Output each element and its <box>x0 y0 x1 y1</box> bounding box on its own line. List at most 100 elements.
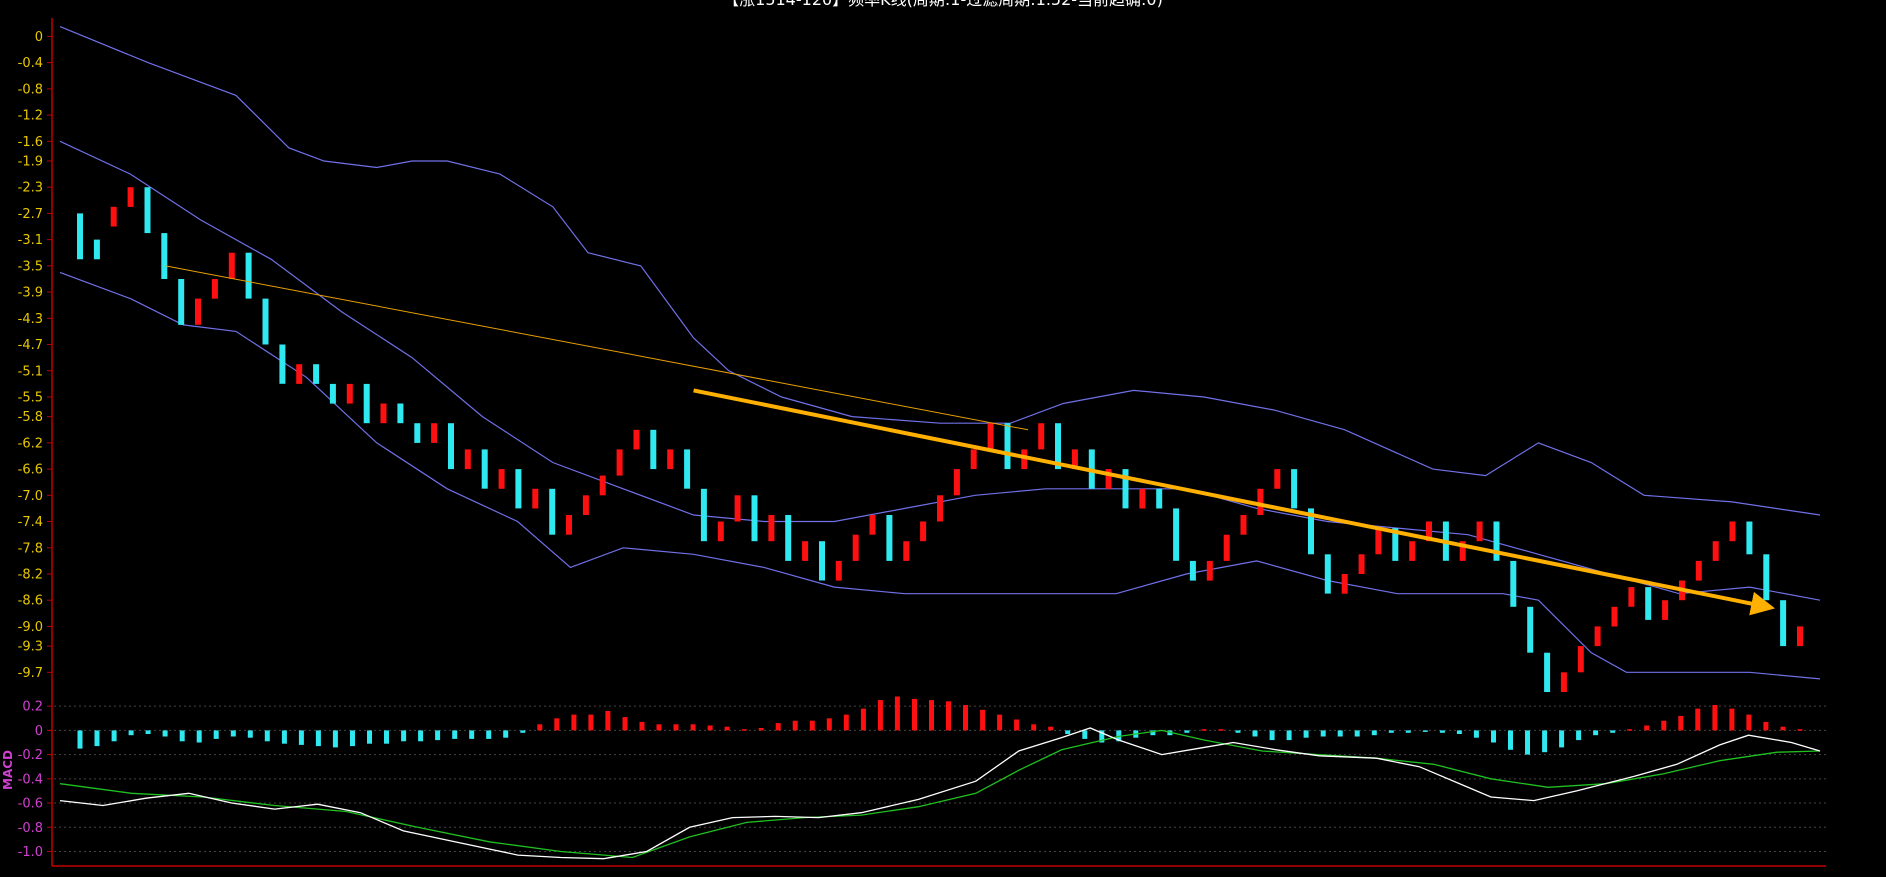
price-tick-label: -1.9 <box>18 154 43 169</box>
price-tick-label: -9.0 <box>18 620 43 635</box>
candle-bar <box>481 449 488 489</box>
macd-histogram-bar <box>826 718 832 731</box>
macd-histogram-bar <box>894 696 900 731</box>
macd-histogram-bar <box>1439 730 1445 733</box>
macd-histogram-bar <box>315 730 321 747</box>
price-tick-label: -4.3 <box>18 312 43 327</box>
candle-bar <box>768 515 775 542</box>
macd-histogram-bar <box>792 720 798 731</box>
macd-histogram-bar <box>128 730 134 736</box>
macd-histogram-bar <box>1201 729 1207 731</box>
candle-bar <box>616 449 623 476</box>
macd-histogram-bar <box>401 730 407 742</box>
candle-bar <box>1358 554 1365 574</box>
candle-bar <box>1459 541 1466 561</box>
macd-histogram-bar <box>1610 730 1616 733</box>
macd-histogram-bar <box>1388 730 1394 733</box>
candle-bar <box>1780 600 1787 647</box>
macd-histogram-bar <box>367 730 372 744</box>
candle-bar <box>717 521 724 542</box>
macd-histogram-bar <box>1508 730 1513 750</box>
candle-bar <box>1712 541 1719 561</box>
candle-bar <box>1139 488 1146 509</box>
candle-bar <box>1105 469 1112 489</box>
macd-histogram-bar <box>1235 730 1241 733</box>
macd-histogram-bar <box>1695 708 1701 731</box>
macd-histogram-bar <box>980 709 986 731</box>
candle-bar <box>1021 449 1028 470</box>
chart-title: 【涨1514-120】频率K线(周期:1-过滤周期:1.52-当前趋确:0) <box>723 0 1163 9</box>
candle-bar <box>869 515 876 535</box>
candle-bar <box>1375 528 1382 555</box>
macd-histogram-bar <box>1491 730 1496 743</box>
macd-histogram-bar <box>520 730 526 733</box>
macd-histogram-bar <box>111 730 117 742</box>
macd-histogram-bar <box>1031 724 1037 731</box>
macd-histogram-bar <box>1525 730 1530 755</box>
price-tick-label: -7.0 <box>18 489 43 504</box>
candle-bar <box>245 252 252 299</box>
macd-histogram-bar <box>588 714 594 731</box>
candle-bar <box>296 364 303 384</box>
macd-histogram-bar <box>418 730 424 742</box>
macd-dif-line <box>59 727 1821 860</box>
price-tick-label: 0 <box>35 30 43 45</box>
macd-histogram-bar <box>1456 730 1462 734</box>
candle-bar <box>1426 521 1432 542</box>
macd-histogram-bar <box>503 730 509 738</box>
candle-bar <box>734 495 741 522</box>
price-tick-label: -0.8 <box>18 82 43 97</box>
macd-histogram-bar <box>1252 730 1258 737</box>
candle-bar <box>1763 554 1770 601</box>
price-tick-label: -3.5 <box>18 259 43 274</box>
macd-tick-label: -0.2 <box>18 748 43 763</box>
candle-bar <box>1544 652 1551 692</box>
candle-bar <box>1409 541 1416 561</box>
candle-bar <box>1173 508 1180 561</box>
price-tick-label: -5.8 <box>18 410 43 425</box>
candle-bar <box>1004 423 1011 470</box>
price-tick-label: -3.9 <box>18 286 43 301</box>
price-tick-label: -5.1 <box>18 364 43 379</box>
candle-bar <box>144 187 151 234</box>
candle-bar <box>363 383 370 424</box>
macd-histogram-bar <box>639 721 645 731</box>
candle-bar <box>1223 534 1230 561</box>
macd-histogram-bar <box>162 730 168 737</box>
macd-histogram-bar <box>690 724 696 731</box>
candle-bar <box>1510 560 1517 607</box>
macd-histogram-bar <box>1576 730 1582 741</box>
macd-tick-label: 0 <box>35 724 43 739</box>
macd-histogram-bar <box>1405 730 1411 733</box>
candle-bar <box>700 488 707 542</box>
macd-histogram-bar <box>1048 726 1054 731</box>
macd-histogram-bar <box>1644 725 1650 731</box>
candle-bar <box>195 298 201 325</box>
candle-bar <box>953 469 960 496</box>
candle-bar <box>313 364 320 384</box>
candle-bar <box>397 403 404 424</box>
candle-bar <box>77 213 83 260</box>
macd-histogram-bar <box>1729 708 1735 731</box>
price-tick-label: -8.2 <box>18 567 43 582</box>
macd-histogram-bar <box>877 700 883 731</box>
macd-histogram-bar <box>963 705 968 731</box>
candle-bar <box>1577 646 1584 673</box>
candle-bar <box>414 423 421 443</box>
macd-histogram-bar <box>673 724 679 731</box>
macd-histogram-bar <box>179 730 185 742</box>
candle-bar <box>1611 606 1618 627</box>
price-tick-label: -7.8 <box>18 541 43 556</box>
candle-bar <box>987 423 994 450</box>
macd-histogram-bar <box>1542 730 1548 753</box>
macd-histogram-bar <box>1473 730 1479 738</box>
macd-histogram-bar <box>537 724 543 731</box>
macd-histogram-bar <box>843 714 849 731</box>
candle-bar <box>1695 560 1702 581</box>
macd-histogram-bar <box>1763 721 1769 731</box>
macd-histogram-bar <box>1371 730 1377 736</box>
price-tick-label: -4.7 <box>18 338 43 353</box>
candle-bar <box>532 488 539 509</box>
macd-histogram-bar <box>1627 729 1633 731</box>
price-tick-label: -1.6 <box>18 135 43 150</box>
